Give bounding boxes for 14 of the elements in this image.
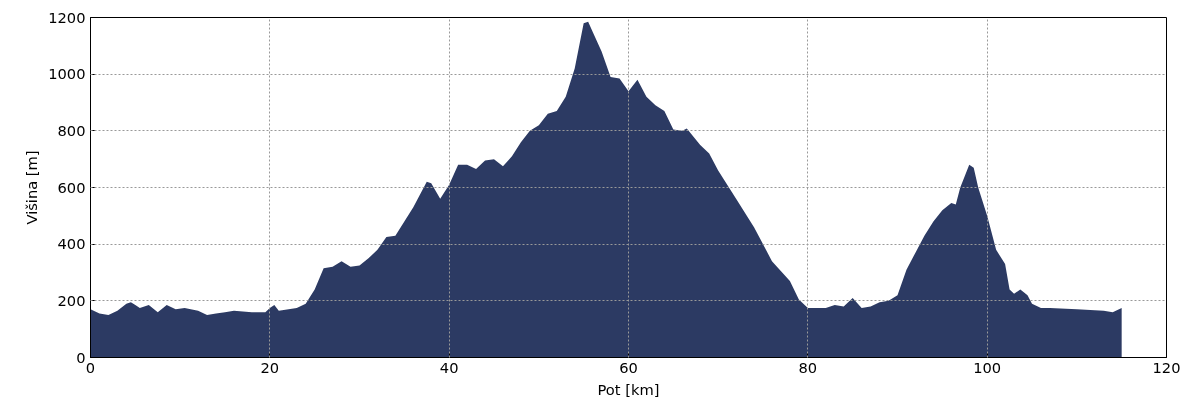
x-tick-label: 100 (973, 358, 1002, 376)
y-tick-label: 800 (57, 121, 86, 139)
y-tick-label: 600 (57, 178, 86, 196)
y-tick-label: 1200 (48, 8, 86, 26)
x-tick-label: 120 (1152, 358, 1181, 376)
y-tick-label: 400 (57, 235, 86, 253)
y-axis-title: Višina [m] (23, 150, 41, 225)
x-tick-label: 60 (619, 358, 638, 376)
x-axis-title: Pot [km] (597, 380, 660, 398)
y-tick-label: 200 (57, 291, 86, 309)
x-tick-label: 40 (439, 358, 459, 376)
y-tick-label: 1000 (48, 65, 86, 83)
x-tick-label: 20 (260, 358, 280, 376)
x-tick-label: 80 (798, 358, 818, 376)
